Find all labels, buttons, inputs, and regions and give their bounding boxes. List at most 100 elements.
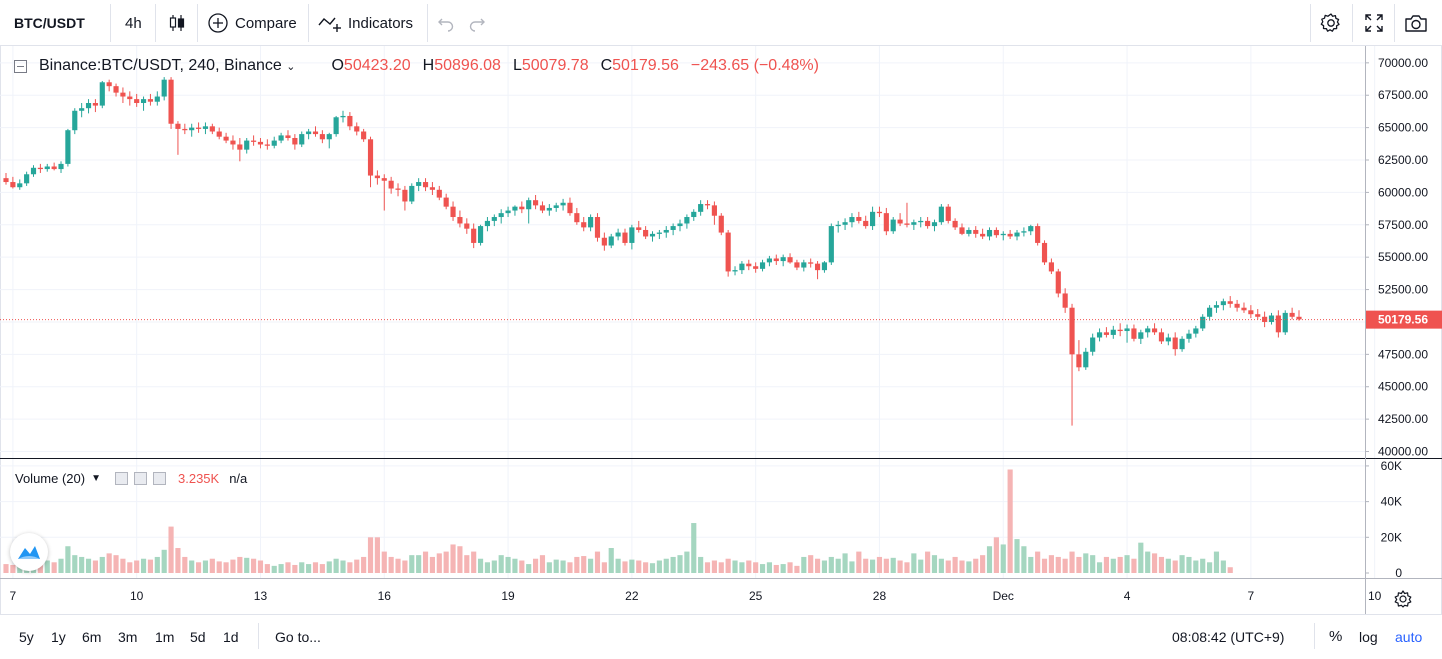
interval-button[interactable]: 4h [125,14,142,32]
tradingview-logo[interactable] [10,533,48,571]
candle-body [835,224,841,227]
candle-body [993,229,999,236]
candle-body [801,262,807,268]
candle-body [51,166,57,170]
log-toggle[interactable]: log [1359,628,1378,645]
candle-body [1262,316,1268,322]
candle-body [24,174,30,184]
volume-bar [753,562,759,573]
volume-bar [175,548,181,573]
price-tick-label: 60000.00 [1378,185,1428,199]
volume-bar [340,560,346,573]
candle-body [457,217,463,224]
indicators-label: Indicators [348,14,414,32]
time-tick-label: 28 [873,589,887,603]
volume-title[interactable]: Volume (20) [15,470,86,486]
volume-bar [134,560,140,573]
candle-body [147,99,154,102]
candle-body [560,202,566,206]
candle-body [952,220,958,228]
volume-bar [402,560,408,573]
volume-bar [539,555,546,573]
volume-bar [973,558,979,573]
chart-canvas[interactable]: 7 10 13 16 19 22 25 28 Dec 4 7 10 70000.00 67500.00 65… [0,46,1442,614]
low-label: L [512,57,522,74]
clock[interactable]: 08:08:42 (UTC+9) [1172,628,1285,645]
candle-body [780,257,786,262]
auto-toggle[interactable]: auto [1395,628,1423,645]
candle-body [312,131,319,135]
volume-bar [209,558,215,573]
candle-body [1048,262,1054,272]
close-value: 50179.56 [612,57,679,74]
candle-body [195,127,202,129]
candle-body [876,211,883,214]
volume-bar [237,556,243,573]
volume-bar [195,562,202,573]
close-icon[interactable] [153,471,166,485]
goto-button[interactable]: Go to... [275,628,321,645]
visibility-icon[interactable] [115,471,128,485]
settings-icon[interactable] [134,471,147,485]
candle-body [622,232,628,243]
volume-bar [574,556,580,573]
volume-bar [99,556,105,573]
settings-button[interactable] [1320,0,1342,46]
volume-bar [546,562,552,573]
volume-bar [498,555,504,573]
candle-body [1021,231,1027,233]
range-1d[interactable]: 1d [223,628,239,645]
candle-body [79,108,85,111]
candle-body [161,79,167,97]
candle-body [691,211,697,218]
candle-body [890,219,896,232]
range-1y[interactable]: 1y [51,628,66,645]
collapse-legend-icon[interactable] [14,59,27,73]
candles-icon [169,15,185,31]
candle-body [959,227,965,234]
candle-body [1207,307,1213,317]
volume-bar [10,564,16,573]
candle-body [1268,315,1275,322]
fullscreen-button[interactable] [1363,0,1385,46]
candle-body [292,137,298,145]
candle-body [725,232,731,272]
chevron-down-icon[interactable]: ▼ [91,472,101,484]
open-value: 50423.20 [343,57,411,74]
redo-button[interactable] [468,0,486,46]
indicators-button[interactable]: Indicators [318,0,413,46]
candle-body [134,99,140,104]
volume-bar [980,555,986,573]
percent-toggle[interactable]: % [1329,628,1343,645]
volume-bar [622,561,628,573]
snapshot-button[interactable] [1404,0,1428,46]
volume-tick-label: 20K [1381,530,1402,544]
volume-bar [959,560,965,573]
candle-body [450,206,456,218]
symbol-search-button[interactable]: BTC/USDT [14,15,85,31]
range-3m[interactable]: 3m [118,628,138,645]
undo-button[interactable] [437,0,455,46]
series-title[interactable]: Binance:BTC/USDT, 240, Binance ⌄ [39,57,295,75]
volume-bar [553,559,559,573]
volume-bar [333,558,339,573]
chart-style-button[interactable] [166,0,188,46]
volume-bar [608,548,614,573]
candle-body [931,222,938,227]
candle-body [354,126,360,132]
range-5d[interactable]: 5d [190,628,206,645]
range-1m[interactable]: 1m [155,628,175,645]
range-6m[interactable]: 6m [82,628,102,645]
volume-bar [931,555,938,573]
axis-settings-gear-icon[interactable] [1394,590,1412,608]
candle-body [154,96,160,102]
volume-bar [436,553,442,573]
candle-body [1158,332,1165,342]
volume-bar [588,558,594,573]
candle-body [588,217,594,228]
compare-button[interactable]: Compare [207,0,297,46]
range-5y[interactable]: 5y [19,628,34,645]
candle-body [299,134,305,145]
candle-body [395,188,401,190]
volume-bar [257,560,264,573]
